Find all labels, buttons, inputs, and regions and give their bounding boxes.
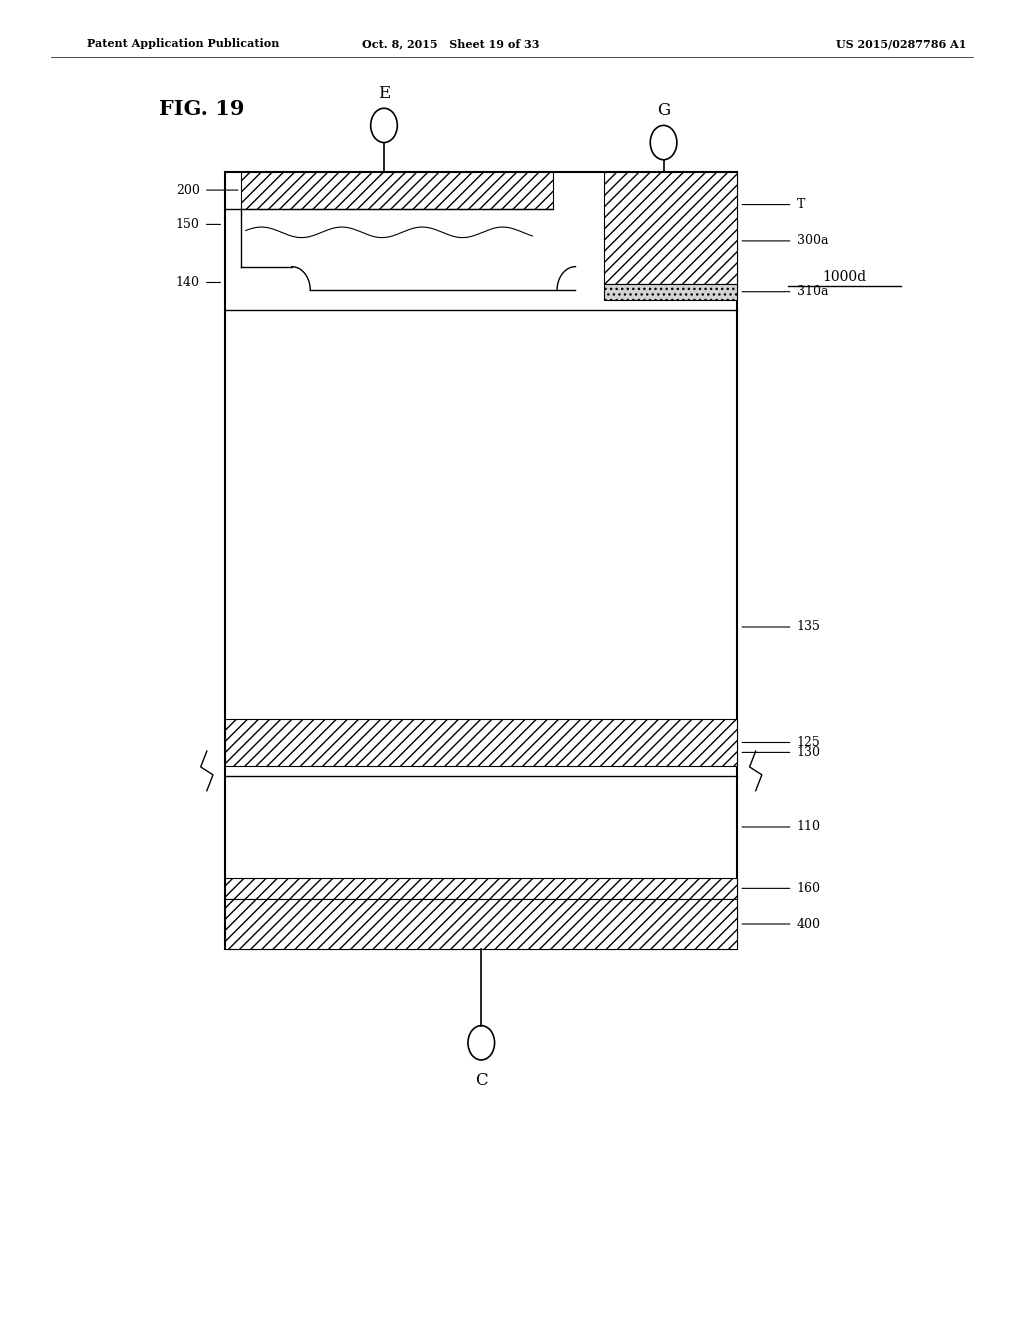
Text: 200: 200 [176,183,200,197]
Text: 135: 135 [797,620,820,634]
Text: US 2015/0287786 A1: US 2015/0287786 A1 [836,38,967,49]
Text: 160: 160 [797,882,820,895]
Text: Patent Application Publication: Patent Application Publication [87,38,280,49]
Bar [225,719,737,766]
Text: T: T [797,198,805,211]
Bar [225,878,737,899]
Text: E: E [378,84,390,102]
Bar [241,172,553,209]
Text: FIG. 19: FIG. 19 [159,99,244,119]
Text: 130: 130 [797,746,820,759]
Text: 140: 140 [176,276,200,289]
Text: 400: 400 [797,917,820,931]
Text: Oct. 8, 2015   Sheet 19 of 33: Oct. 8, 2015 Sheet 19 of 33 [361,38,540,49]
Text: 110: 110 [797,821,820,833]
Text: 125: 125 [797,737,820,748]
Text: 310a: 310a [797,285,828,298]
Text: 1000d: 1000d [822,269,867,284]
Bar [225,899,737,949]
Text: 300a: 300a [797,235,828,247]
Bar [604,172,737,284]
Text: C: C [475,1072,487,1089]
Bar [225,172,737,949]
Text: 150: 150 [176,218,200,231]
Bar [604,284,737,300]
Text: G: G [657,102,670,119]
